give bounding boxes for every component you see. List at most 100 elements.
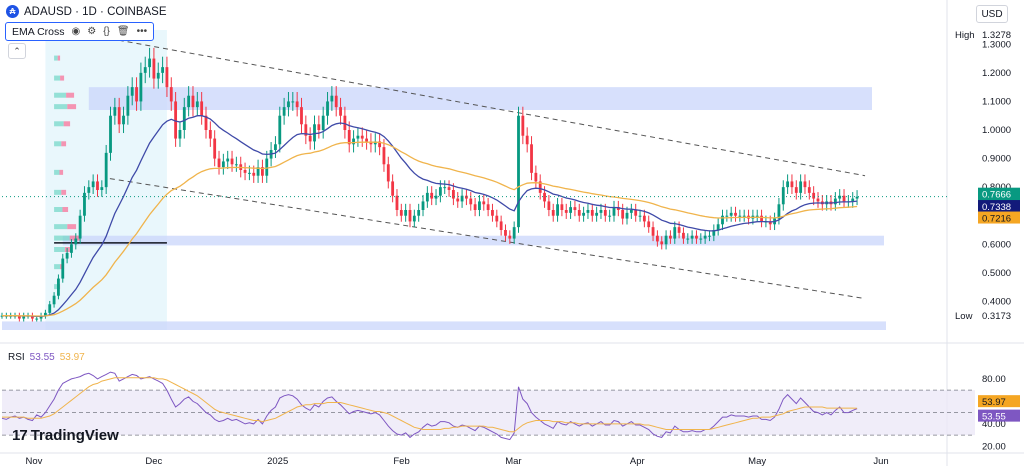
volume-profile-bar-down xyxy=(61,189,67,195)
rsi-tag-bg xyxy=(978,409,1020,422)
candle-body xyxy=(130,87,134,96)
symbol-title[interactable]: ADAUSD · 1D · COINBASE xyxy=(24,5,167,18)
indicator-name[interactable]: EMA Cross xyxy=(12,25,65,38)
volume-profile-bar-down xyxy=(61,141,67,147)
candle-body xyxy=(386,164,390,182)
candle-body xyxy=(156,72,160,79)
support-resistance-zone xyxy=(2,321,886,330)
ema-fast-tag-bg xyxy=(978,200,1020,213)
price-tick-label: 0.5000 xyxy=(982,268,1011,279)
candle-body xyxy=(391,181,395,196)
time-tick-label: 2025 xyxy=(267,456,288,466)
candle-body xyxy=(143,67,147,73)
volume-profile-bar-up xyxy=(54,247,65,252)
tradingview-watermark: 17 TradingView xyxy=(12,427,119,444)
candle-body xyxy=(30,315,34,319)
candle-body xyxy=(482,201,486,205)
candle-body xyxy=(556,204,559,216)
source-code-icon[interactable]: {} xyxy=(103,26,110,37)
candle-body xyxy=(738,215,742,217)
candle-body xyxy=(703,235,707,239)
candle-body xyxy=(321,115,325,130)
candle-body xyxy=(148,58,151,68)
candle-body xyxy=(339,107,342,116)
volume-profile-bar-up xyxy=(54,121,64,127)
last-price-value: 0.7666 xyxy=(982,190,1011,201)
candle-body xyxy=(599,210,603,213)
candle-body xyxy=(760,215,763,222)
candle-body xyxy=(655,235,659,242)
candle-body xyxy=(182,107,186,130)
eye-icon[interactable]: ◉ xyxy=(71,26,81,37)
candle-body xyxy=(786,181,790,188)
candle-body xyxy=(634,210,638,216)
candle-body xyxy=(807,187,811,193)
time-tick-label: May xyxy=(748,456,766,466)
candle-body xyxy=(538,181,542,193)
candle-body xyxy=(473,204,477,210)
candle-body xyxy=(486,204,490,210)
candle-body xyxy=(96,181,99,190)
tradingview-wordmark: TradingView xyxy=(30,427,119,444)
candle-body xyxy=(261,167,264,176)
candle-body xyxy=(855,196,859,199)
symbol-header[interactable]: ₳ ADAUSD · 1D · COINBASE xyxy=(6,5,167,18)
time-tick-label: Mar xyxy=(505,456,521,466)
rsi-ma-tag-bg xyxy=(978,395,1020,408)
trash-icon[interactable]: 🗑 xyxy=(116,26,130,37)
candle-body xyxy=(790,181,794,188)
candle-body xyxy=(57,278,60,296)
candle-body xyxy=(169,87,173,102)
rsi-ma-line xyxy=(2,377,858,433)
candle-body xyxy=(716,224,720,230)
candle-body xyxy=(200,101,204,116)
rsi-tick-label: 40.00 xyxy=(982,419,1006,430)
candle-body xyxy=(660,241,664,245)
candle-body xyxy=(421,201,425,210)
candle-body xyxy=(52,295,56,305)
volume-profile-bar-up xyxy=(54,189,62,195)
candle-body xyxy=(195,101,199,108)
volume-profile-bar-up xyxy=(54,55,58,61)
volume-profile-bar-down xyxy=(66,92,75,98)
candle-body xyxy=(638,215,642,217)
candle-body xyxy=(569,207,572,213)
candle-body xyxy=(204,115,208,130)
candle-body xyxy=(408,210,412,222)
settings-gear-icon[interactable]: ⚙ xyxy=(87,26,97,37)
indicator-legend[interactable]: EMA Cross ◉ ⚙ {} 🗑 ••• xyxy=(5,22,155,41)
low-value: 0.3173 xyxy=(982,311,1011,322)
candle-body xyxy=(326,101,329,116)
candle-body xyxy=(573,207,577,210)
rsi-value: 53.55 xyxy=(29,352,55,363)
candle-body xyxy=(430,192,434,199)
candle-body xyxy=(412,215,416,222)
candle-body xyxy=(577,210,581,216)
candle-body xyxy=(768,221,772,225)
candle-body xyxy=(664,235,668,245)
candle-body xyxy=(438,187,442,196)
candle-body xyxy=(547,201,551,210)
more-options-icon[interactable]: ••• xyxy=(136,26,148,37)
candle-body xyxy=(300,107,303,125)
currency-selector[interactable]: USD xyxy=(976,5,1008,23)
volume-profile-bar-up xyxy=(54,264,61,270)
candle-body xyxy=(734,212,737,216)
candle-body xyxy=(799,181,803,193)
ema-fast-value: 0.7338 xyxy=(982,202,1011,213)
rsi-legend[interactable]: RSI 53.55 53.97 xyxy=(8,352,85,363)
volume-profile-bar-up xyxy=(54,75,61,81)
candle-body xyxy=(582,212,586,216)
candle-body xyxy=(443,187,447,189)
candle-body xyxy=(512,227,516,239)
candle-body xyxy=(61,258,65,279)
candle-body xyxy=(295,101,299,108)
candle-body xyxy=(161,67,165,73)
candle-body xyxy=(22,315,26,319)
candle-body xyxy=(48,304,52,313)
high-value: 1.3278 xyxy=(982,30,1011,41)
candle-body xyxy=(434,195,438,199)
collapse-legend-chevron-icon[interactable]: ⌃ xyxy=(8,43,26,59)
